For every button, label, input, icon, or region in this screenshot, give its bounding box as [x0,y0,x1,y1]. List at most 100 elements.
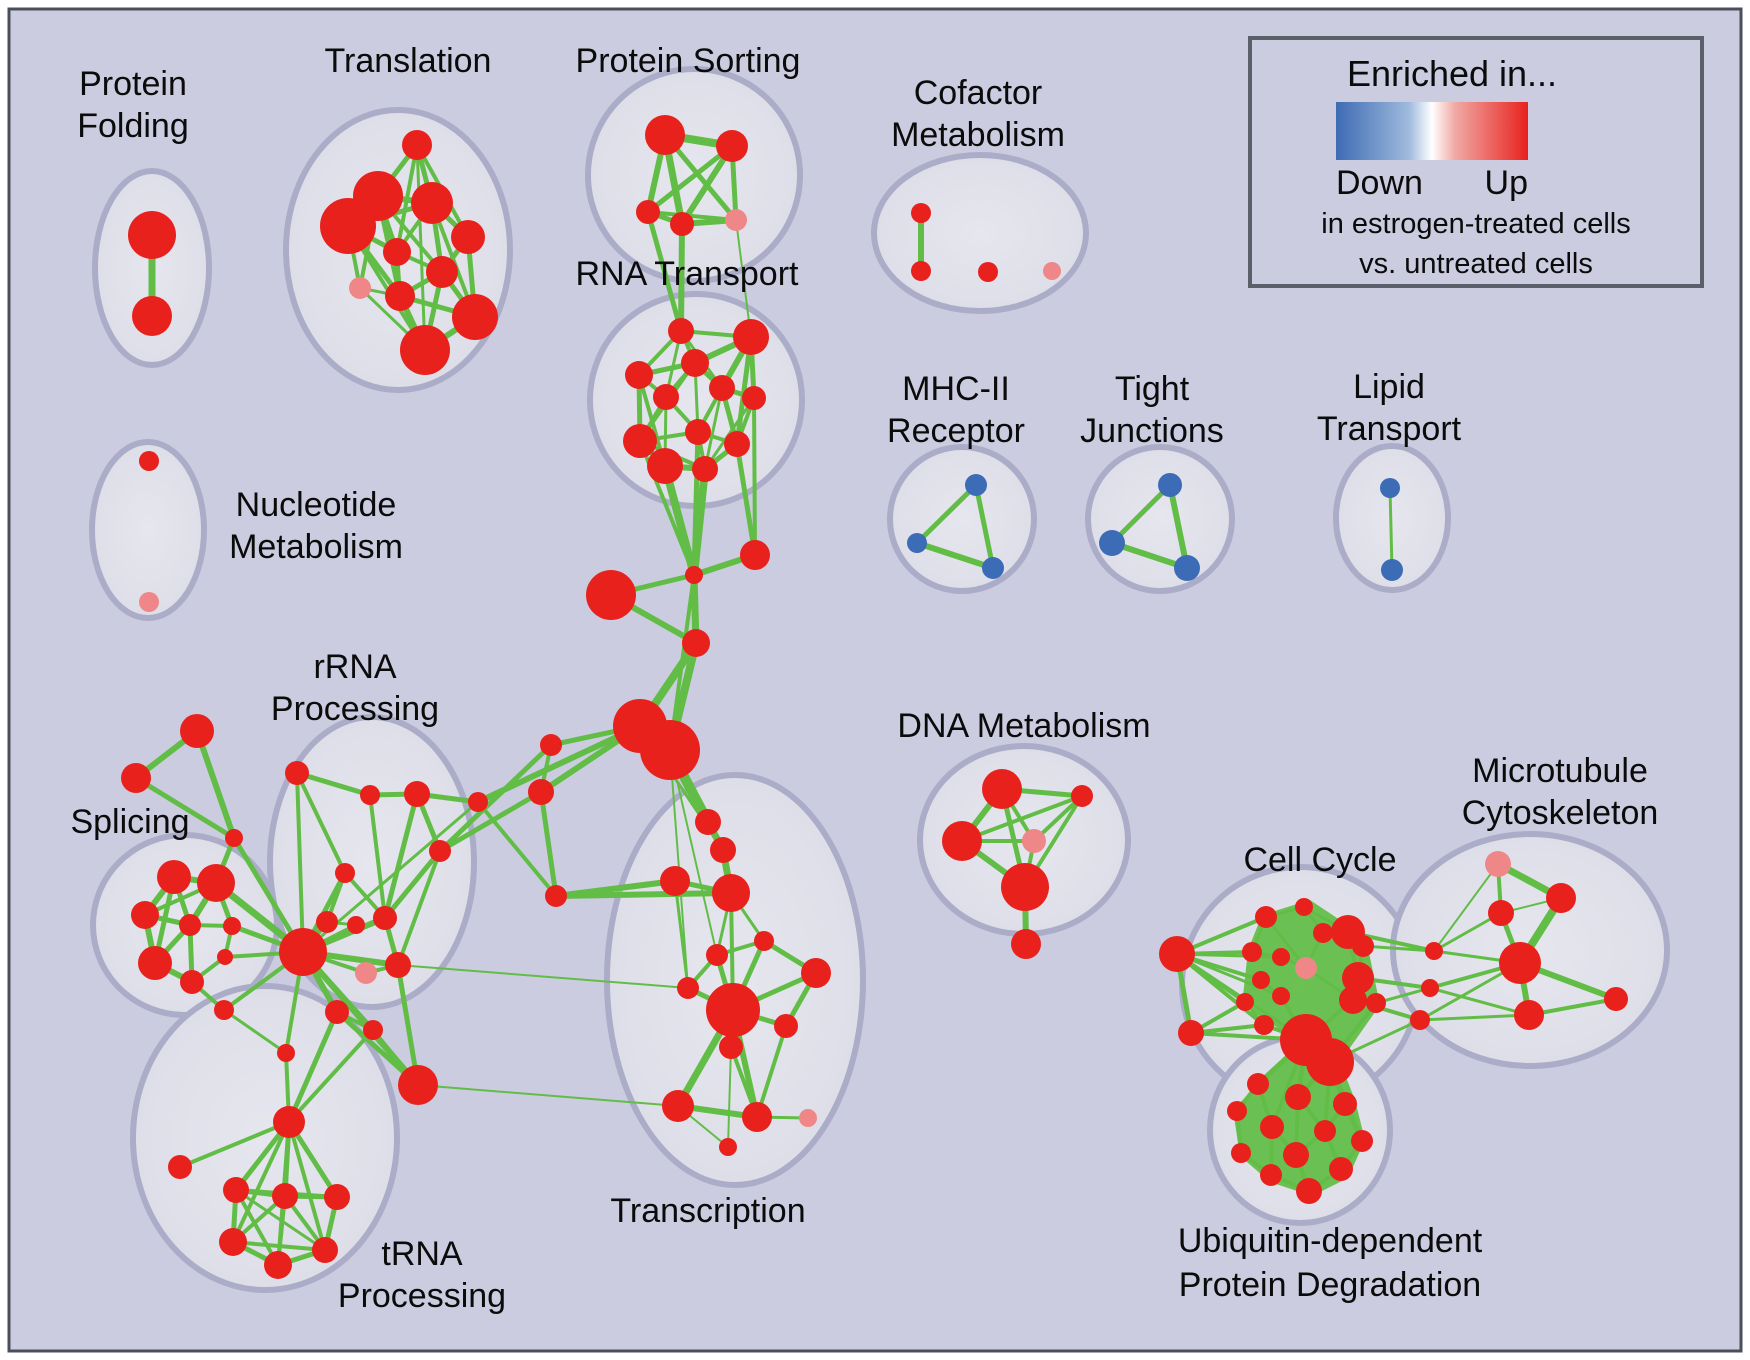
gene-set-node-112[interactable] [1255,906,1277,928]
gene-set-node-141[interactable] [1227,1101,1247,1121]
gene-set-node-115[interactable] [1313,923,1333,943]
gene-set-node-149[interactable] [1296,1178,1322,1204]
gene-set-node-113[interactable] [1295,898,1313,916]
gene-set-node-27[interactable] [709,375,735,401]
gene-set-node-47[interactable] [682,629,710,657]
gene-set-node-105[interactable] [1071,785,1093,807]
gene-set-node-56[interactable] [360,785,380,805]
gene-set-node-6[interactable] [451,220,485,254]
gene-set-node-72[interactable] [225,829,243,847]
gene-set-node-34[interactable] [139,451,159,471]
gene-set-node-37[interactable] [907,533,927,553]
gene-set-node-60[interactable] [347,916,365,934]
gene-set-node-88[interactable] [264,1251,292,1279]
gene-set-node-144[interactable] [1351,1130,1373,1152]
gene-set-node-69[interactable] [214,1000,234,1020]
gene-set-node-78[interactable] [138,946,172,980]
gene-set-node-96[interactable] [677,977,699,999]
gene-set-node-86[interactable] [219,1228,247,1256]
gene-set-node-7[interactable] [383,238,411,266]
gene-set-node-135[interactable] [1499,942,1541,984]
gene-set-node-30[interactable] [623,424,657,458]
gene-set-node-97[interactable] [706,983,760,1037]
gene-set-node-90[interactable] [710,837,736,863]
gene-set-node-133[interactable] [1546,883,1576,913]
gene-set-node-103[interactable] [719,1138,737,1156]
gene-set-node-20[interactable] [978,262,998,282]
gene-set-node-147[interactable] [1329,1157,1353,1181]
gene-set-node-98[interactable] [774,1014,798,1038]
gene-set-node-146[interactable] [1283,1142,1309,1168]
gene-set-node-132[interactable] [1485,851,1511,877]
gene-set-node-14[interactable] [716,130,748,162]
gene-set-node-13[interactable] [645,115,685,155]
gene-set-node-142[interactable] [1260,1115,1284,1139]
gene-set-node-28[interactable] [742,386,766,410]
gene-set-node-50[interactable] [540,734,562,756]
gene-set-node-121[interactable] [1272,987,1290,1005]
gene-set-node-124[interactable] [1342,962,1374,994]
gene-set-node-15[interactable] [636,200,660,224]
gene-set-node-53[interactable] [545,885,567,907]
gene-set-node-16[interactable] [670,212,694,236]
gene-set-node-138[interactable] [1247,1073,1269,1095]
gene-set-node-45[interactable] [740,540,770,570]
gene-set-node-76[interactable] [179,914,201,936]
gene-set-node-42[interactable] [1380,478,1400,498]
gene-set-node-128[interactable] [1306,1038,1354,1086]
gene-set-node-54[interactable] [285,761,309,785]
gene-set-node-91[interactable] [660,866,690,896]
gene-set-node-21[interactable] [1043,262,1061,280]
gene-set-node-33[interactable] [692,456,718,482]
gene-set-node-58[interactable] [335,863,355,883]
gene-set-node-70[interactable] [180,714,214,748]
gene-set-node-36[interactable] [965,474,987,496]
gene-set-node-119[interactable] [1295,957,1317,979]
gene-set-node-116[interactable] [1352,935,1374,957]
gene-set-node-123[interactable] [1254,1015,1274,1035]
gene-set-node-131[interactable] [1410,1010,1430,1030]
gene-set-node-55[interactable] [404,781,430,807]
gene-set-node-19[interactable] [911,261,931,281]
gene-set-node-99[interactable] [719,1035,743,1059]
gene-set-node-4[interactable] [411,182,453,224]
gene-set-node-79[interactable] [180,970,204,994]
gene-set-node-77[interactable] [223,917,241,935]
gene-set-node-83[interactable] [223,1177,249,1203]
gene-set-node-17[interactable] [725,209,747,231]
gene-set-node-75[interactable] [131,901,159,929]
gene-set-node-84[interactable] [272,1183,298,1209]
gene-set-node-125[interactable] [1339,986,1367,1014]
gene-set-node-57[interactable] [429,840,451,862]
gene-set-node-46[interactable] [586,570,636,620]
gene-set-node-145[interactable] [1231,1143,1251,1163]
gene-set-node-94[interactable] [706,944,728,966]
gene-set-node-40[interactable] [1099,530,1125,556]
gene-set-node-61[interactable] [373,906,397,930]
gene-set-node-35[interactable] [139,592,159,612]
gene-set-node-109[interactable] [1011,929,1041,959]
gene-set-node-62[interactable] [279,928,327,976]
gene-set-node-104[interactable] [982,769,1022,809]
gene-set-node-87[interactable] [312,1237,338,1263]
gene-set-node-107[interactable] [1022,829,1046,853]
gene-set-node-71[interactable] [121,763,151,793]
gene-set-node-108[interactable] [1001,863,1049,911]
gene-set-node-51[interactable] [528,779,554,805]
gene-set-node-122[interactable] [1236,993,1254,1011]
gene-set-node-38[interactable] [982,557,1004,579]
gene-set-node-31[interactable] [724,431,750,457]
gene-set-node-118[interactable] [1272,948,1290,966]
gene-set-node-106[interactable] [942,821,982,861]
gene-set-node-80[interactable] [217,949,233,965]
gene-set-node-18[interactable] [911,203,931,223]
gene-set-node-101[interactable] [742,1102,772,1132]
gene-set-node-110[interactable] [1159,936,1195,972]
gene-set-node-39[interactable] [1158,473,1182,497]
gene-set-node-8[interactable] [426,256,458,288]
gene-set-node-130[interactable] [1421,979,1439,997]
gene-set-node-85[interactable] [324,1184,350,1210]
gene-set-node-2[interactable] [402,130,432,160]
gene-set-node-0[interactable] [128,211,176,259]
gene-set-node-100[interactable] [662,1090,694,1122]
